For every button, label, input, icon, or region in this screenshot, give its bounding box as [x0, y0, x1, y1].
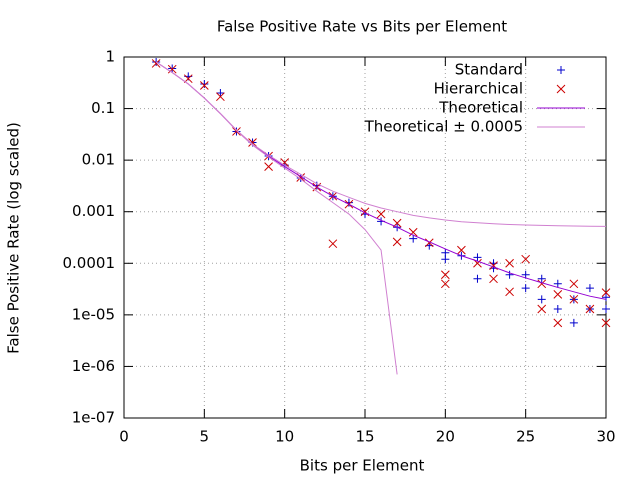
x-tick-label: 10 [275, 428, 294, 446]
data-point [553, 279, 562, 288]
legend-label: Theoretical [438, 99, 523, 117]
x-axis-label: Bits per Element [300, 457, 425, 475]
data-point [328, 239, 338, 249]
series-line [155, 61, 398, 375]
y-tick-label: 1e-06 [72, 357, 115, 375]
y-tick-label: 0.1 [91, 99, 115, 117]
data-point [569, 279, 579, 289]
y-tick-label: 1 [105, 48, 115, 66]
data-point [440, 279, 450, 289]
data-point [585, 304, 595, 314]
legend-label: Hierarchical [434, 80, 523, 98]
data-point [408, 227, 418, 237]
x-tick-label: 30 [596, 428, 615, 446]
legend-label: Standard [455, 61, 523, 79]
data-point [585, 284, 594, 293]
y-tick-label: 0.0001 [63, 254, 116, 272]
data-point [521, 284, 530, 293]
data-point [521, 270, 530, 279]
data-point [601, 318, 611, 328]
data-point [537, 274, 546, 283]
data-point [457, 245, 466, 255]
data-point [392, 237, 402, 247]
y-tick-label: 0.01 [82, 151, 115, 169]
data-point [216, 89, 225, 98]
data-point [424, 238, 434, 248]
data-point [537, 279, 547, 289]
data-point [440, 270, 450, 280]
data-point [602, 293, 610, 302]
data-point [441, 248, 450, 257]
data-point [167, 64, 177, 74]
data-point [505, 287, 514, 297]
data-point [168, 64, 177, 73]
data-point [505, 270, 514, 279]
chart-title: False Positive Rate vs Bits per Element [217, 18, 507, 36]
data-point [248, 138, 257, 147]
data-point [569, 294, 579, 304]
legend-marker [556, 84, 566, 94]
data-point [232, 127, 241, 136]
data-point [602, 304, 610, 313]
data-point [473, 253, 482, 262]
data-point [216, 92, 225, 102]
legend-marker [557, 66, 565, 74]
x-tick-label: 20 [436, 428, 455, 446]
data-point [553, 318, 563, 328]
x-tick-label: 5 [200, 428, 210, 446]
data-point [151, 59, 161, 68]
legend-label: Theoretical ± 0.0005 [364, 118, 523, 136]
x-tick-label: 15 [355, 428, 374, 446]
x-tick-label: 0 [119, 428, 129, 446]
y-tick-label: 0.001 [72, 202, 115, 220]
data-point [473, 274, 482, 283]
data-point [569, 318, 578, 327]
data-point [521, 254, 531, 264]
data-point [553, 304, 562, 313]
data-point [537, 304, 547, 314]
data-point [200, 79, 209, 88]
data-point [409, 234, 418, 243]
data-point [537, 295, 546, 304]
data-point [264, 162, 273, 171]
data-point [505, 258, 514, 268]
y-tick-label: 1e-07 [72, 409, 115, 427]
data-point [183, 74, 193, 84]
data-point [376, 209, 386, 219]
data-point [601, 288, 611, 297]
data-point [553, 289, 563, 299]
data-point [199, 81, 209, 90]
x-tick-label: 25 [516, 428, 535, 446]
data-point [489, 274, 498, 284]
y-axis-label: False Positive Rate (log scaled) [5, 122, 23, 354]
y-tick-label: 1e-05 [72, 305, 115, 323]
